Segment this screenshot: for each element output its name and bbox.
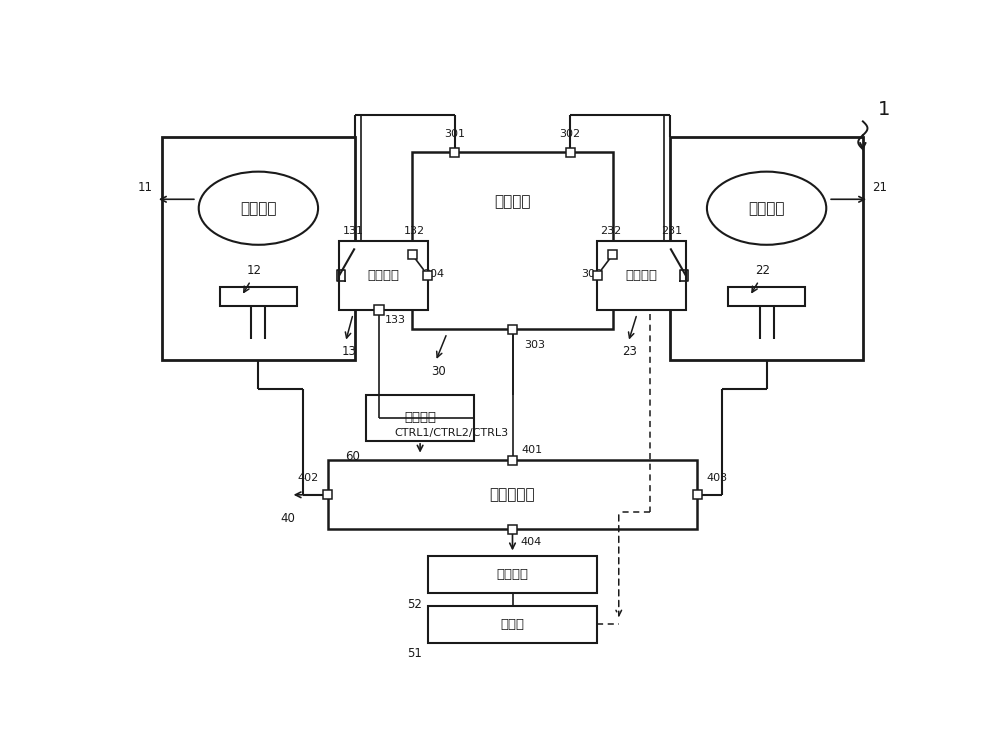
Bar [374, 305, 384, 315]
Bar [508, 525, 517, 534]
Ellipse shape [199, 171, 318, 245]
Text: 404: 404 [520, 537, 541, 547]
Text: 检测装置: 检测装置 [368, 269, 400, 282]
Text: 21: 21 [872, 181, 887, 194]
Bar [693, 490, 702, 499]
Text: 检测装置: 检测装置 [625, 269, 657, 282]
Text: 132: 132 [404, 226, 425, 236]
Text: 401: 401 [522, 445, 543, 455]
Text: 305: 305 [581, 269, 602, 278]
Text: 51: 51 [407, 647, 422, 660]
Text: 303: 303 [524, 340, 545, 350]
Text: 等离子体: 等离子体 [240, 200, 277, 216]
Text: 1: 1 [878, 101, 891, 120]
Text: 等离子体: 等离子体 [748, 200, 785, 216]
Text: 131: 131 [342, 226, 363, 236]
Text: 302: 302 [560, 129, 581, 139]
Text: 射频源: 射频源 [501, 617, 524, 631]
Bar [428, 606, 597, 643]
Bar [450, 147, 459, 157]
Text: 133: 133 [384, 316, 405, 325]
Bar [428, 556, 597, 593]
Text: CTRL1/CTRL2/CTRL3: CTRL1/CTRL2/CTRL3 [395, 428, 509, 438]
Bar [728, 287, 805, 306]
Bar [328, 460, 697, 529]
Bar [323, 490, 332, 499]
Text: 231: 231 [662, 226, 683, 236]
Bar [597, 241, 686, 310]
Text: 储存装置: 储存装置 [404, 411, 436, 424]
Bar [423, 270, 432, 280]
Bar [566, 147, 575, 157]
Text: 13: 13 [342, 346, 356, 359]
Bar [608, 250, 617, 260]
Bar [670, 137, 863, 360]
Bar [162, 137, 355, 360]
Bar [593, 270, 602, 280]
Bar [366, 394, 474, 441]
Bar [408, 250, 417, 260]
Text: 11: 11 [138, 181, 153, 194]
Text: 402: 402 [297, 473, 318, 483]
Text: 控制装置: 控制装置 [494, 194, 531, 209]
Text: 403: 403 [707, 473, 728, 483]
Bar [508, 456, 517, 465]
Text: 22: 22 [755, 264, 770, 277]
Text: 301: 301 [444, 129, 465, 139]
Text: 匹配电路: 匹配电路 [496, 569, 528, 582]
Text: 12: 12 [247, 264, 262, 277]
Bar [339, 241, 428, 310]
Text: 23: 23 [622, 346, 637, 359]
Text: 40: 40 [280, 512, 295, 525]
Text: 60: 60 [345, 450, 360, 463]
Text: 304: 304 [423, 269, 444, 278]
Bar [508, 324, 517, 334]
Bar [412, 152, 613, 330]
Ellipse shape [707, 171, 826, 245]
Bar [220, 287, 297, 306]
Text: 52: 52 [407, 598, 422, 611]
Text: 30: 30 [432, 364, 446, 378]
Text: 功率分配器: 功率分配器 [490, 487, 535, 502]
Text: 232: 232 [600, 226, 622, 236]
